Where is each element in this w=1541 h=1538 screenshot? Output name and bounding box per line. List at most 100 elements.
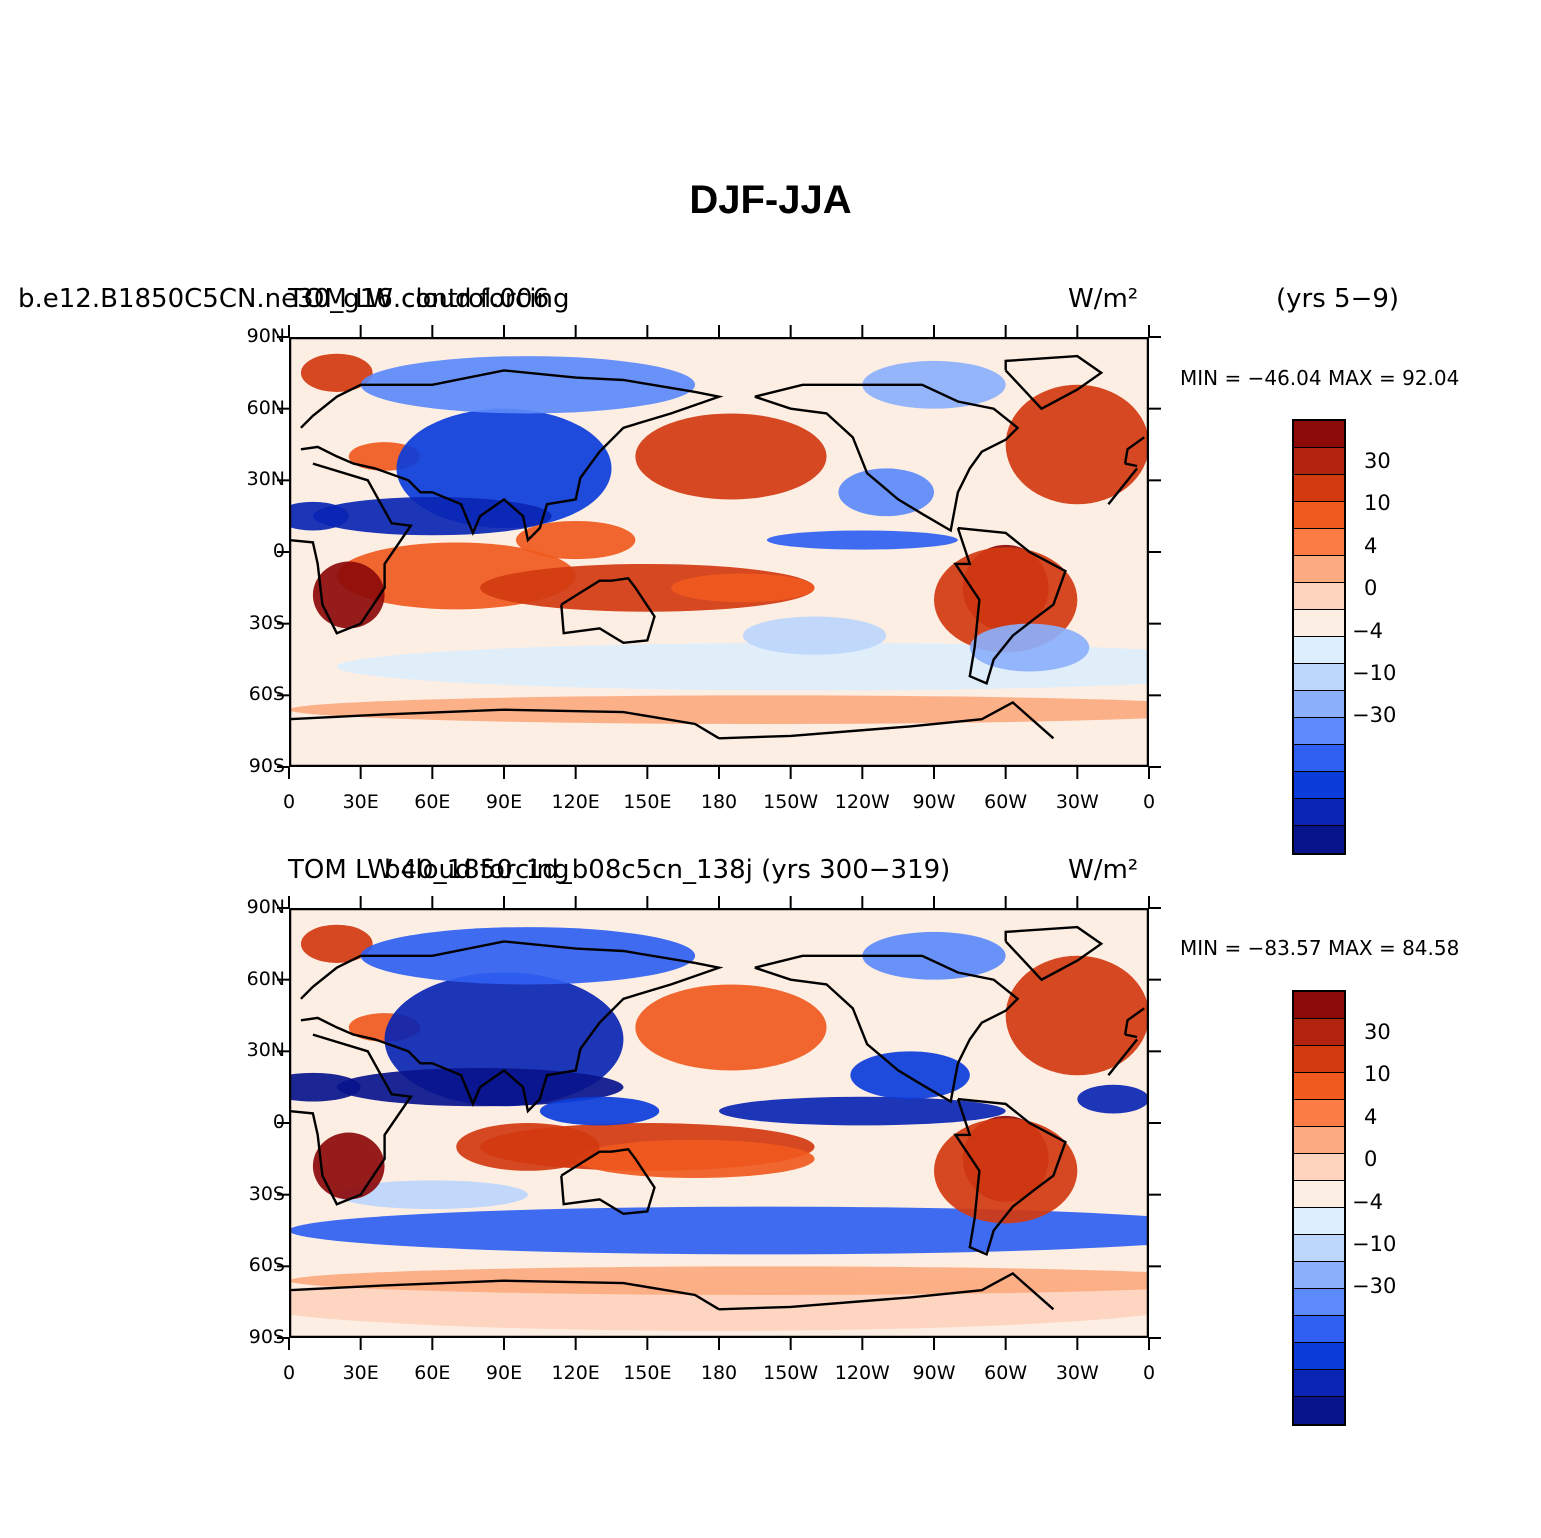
panel1-xtick-label: 120W [834, 791, 890, 813]
panel2-colorbar-label: −4 [1352, 1189, 1383, 1214]
panel1-colorbar-box [1294, 610, 1344, 637]
panel2-ytick-label: 30S [248, 1182, 285, 1205]
panel1-coastline [953, 526, 1067, 686]
panel2-xtick-label: 150W [763, 1362, 819, 1384]
panel2-colorbar-box [1294, 1316, 1344, 1343]
panel1-xtick-label: 0 [1142, 791, 1156, 813]
panel2-xtick-label: 0 [282, 1362, 296, 1384]
panel1-contour-region [862, 360, 1006, 409]
panel1-colorbar-box [1294, 745, 1344, 772]
panel2-contour-region [300, 924, 373, 963]
panel2-contour-region [539, 1096, 660, 1126]
panel1-colorbar-box [1294, 718, 1344, 745]
panel1-frame [289, 337, 1149, 767]
panel2-xtick-label: 60W [984, 1362, 1028, 1384]
panel2-xtick-label: 90W [912, 1362, 956, 1384]
panel1-colorbar-box [1294, 637, 1344, 664]
panel1-left-title: b.e12.B1850C5CN.ne30_g16.control.006 [18, 284, 550, 314]
panel1-xtick-label: 90E [485, 791, 523, 813]
panel1-colorbar-label: −4 [1352, 618, 1383, 643]
panel1-contour-region [312, 561, 385, 629]
panel1-tick-marks [277, 325, 1161, 779]
panel1-colorbar-label: −10 [1352, 661, 1397, 685]
panel1-coastline [1107, 467, 1139, 505]
panel2-xtick-label: 180 [700, 1362, 738, 1384]
panel2-tick-marks [277, 896, 1161, 1350]
panel2-units: W/m² [1068, 855, 1139, 885]
panel2-colorbar-box [1294, 1343, 1344, 1370]
panel2-contour-region [289, 1072, 361, 1102]
panel2-contour-region [456, 1123, 600, 1171]
panel1-xtick-label: 90W [912, 791, 956, 813]
panel2-ytick-label: 30N [246, 1039, 285, 1062]
panel1-colorbar-box [1294, 583, 1344, 610]
panel1-colorbar-box [1294, 691, 1344, 718]
panel2-coastline [1123, 1007, 1145, 1035]
panel2-colorbar-box [1294, 1235, 1344, 1262]
panel2-ytick-label: 60N [246, 967, 285, 990]
panel2-coastline [1004, 925, 1104, 982]
panel1-colorbar-box [1294, 529, 1344, 556]
panel2-map [289, 908, 1149, 1338]
panel1-contour-region [289, 501, 349, 531]
panel2-colorbar-box [1294, 1208, 1344, 1235]
panel1-colorbar-box [1294, 799, 1344, 826]
panel2-colorbar-label: −10 [1352, 1232, 1397, 1256]
panel2-colorbar-box [1294, 1370, 1344, 1397]
panel2-coastline [754, 954, 1020, 1104]
panel2-contour-region [575, 1139, 815, 1178]
panel1-contour-region [1005, 384, 1149, 505]
panel2-colorbar-box [1294, 992, 1344, 1019]
panel2-xtick-label: 90E [485, 1362, 523, 1384]
panel1-coastline [289, 462, 413, 635]
panel2-contour-region [312, 1132, 385, 1200]
panel1-units: W/m² [1068, 284, 1139, 314]
panel1-contour-region [289, 695, 1149, 724]
panel1-right-title: (yrs 5−9) [1276, 284, 1400, 314]
panel1-contour-region [515, 520, 636, 560]
panel1-colorbar-label: 10 [1364, 491, 1391, 516]
panel1-colorbar-box [1294, 556, 1344, 583]
panel2-xtick-label: 30W [1055, 1362, 1099, 1384]
panel2-left-title: TOM LW cloud forcing [288, 855, 570, 885]
panel2-coastline [718, 1272, 1055, 1311]
panel1-contour-region [742, 616, 887, 655]
panel1-ytick-label: 90N [246, 325, 285, 347]
panel2-colorbar-label: 0 [1364, 1147, 1378, 1172]
panel1-colorbar-box [1294, 475, 1344, 502]
panel1-coastline [1124, 462, 1138, 468]
panel2-contour-region [850, 1051, 970, 1100]
panel1-colorbar-boxes [1292, 419, 1346, 855]
panel2-xtick-label: 150E [623, 1362, 672, 1384]
panel2-xtick-label: 0 [1142, 1362, 1156, 1384]
panel1-coastline [1123, 436, 1145, 464]
panel2-contour-region [862, 931, 1006, 980]
panel1-ytick-label: 90S [248, 755, 285, 777]
panel2-colorbar-box [1294, 1019, 1344, 1046]
panel1-colorbar-label: 30 [1364, 449, 1391, 473]
panel1-coastline [560, 577, 656, 645]
panel2-colorbar-label: 30 [1364, 1020, 1391, 1044]
panel1-xtick-label: 150E [623, 791, 672, 813]
panel2-colorbar-label: −30 [1352, 1274, 1397, 1299]
panel2-contour-region [1005, 955, 1149, 1076]
panel1-colorbar-box [1294, 772, 1344, 799]
panel1-colorbar-label: 0 [1364, 576, 1378, 601]
panel2-coastline [953, 1097, 1067, 1257]
panel2-colorbar-box [1294, 1289, 1344, 1316]
panel2-xtick-label: 120W [834, 1362, 890, 1384]
panel1-ytick-label: 30N [246, 468, 285, 491]
panel1-ytick-label: 30S [248, 611, 285, 634]
panel2-colorbar-box [1294, 1100, 1344, 1127]
panel2-frame [289, 908, 1149, 1338]
panel2-colorbar-box [1294, 1181, 1344, 1208]
panel2-ytick-label: 90N [246, 896, 285, 918]
panel1-xtick-label: 60W [984, 791, 1028, 813]
panel1-colorbar-box [1294, 664, 1344, 691]
panel2-contour-region [360, 927, 696, 985]
panel1-colorbar-label: −30 [1352, 703, 1397, 728]
panel2-colorbar-boxes [1292, 990, 1346, 1426]
panel1-contour-region [360, 356, 696, 414]
panel2-contour-region [336, 1180, 528, 1209]
panel1-colorbar-box [1294, 421, 1344, 448]
